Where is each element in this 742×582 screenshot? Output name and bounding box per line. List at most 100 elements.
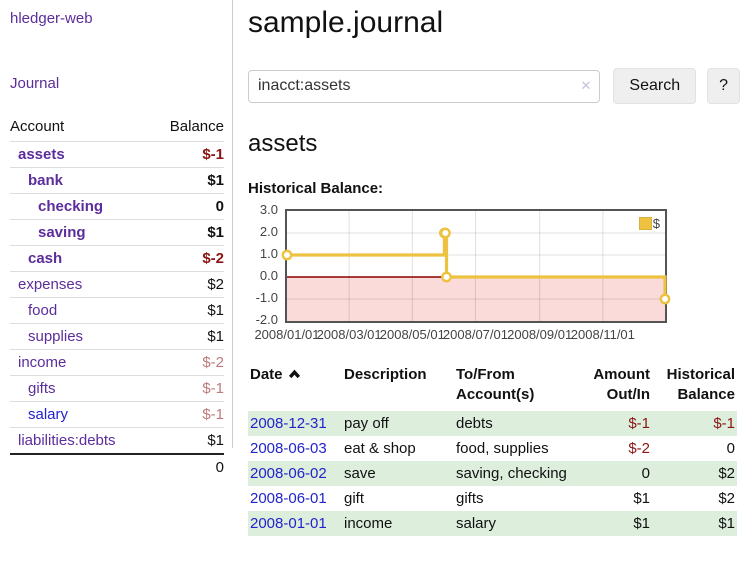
accounts-header-balance: Balance <box>169 118 224 135</box>
sidebar-account-row: gifts $-1 <box>10 375 224 402</box>
sidebar-account-link[interactable]: gifts <box>28 380 56 397</box>
transaction-description: pay off <box>344 411 456 436</box>
table-row: 2008-06-03 eat & shop food, supplies $-2 0 <box>248 436 737 461</box>
transaction-amount: $1 <box>633 490 650 507</box>
transaction-balance: $1 <box>652 511 737 536</box>
table-row: 2008-01-01 income salary $1 $1 <box>248 511 737 536</box>
sidebar-account-row: cash $-2 <box>10 245 224 272</box>
transaction-date-link[interactable]: 2008-01-01 <box>250 515 327 532</box>
table-row: 2008-06-02 save saving, checking 0 $2 <box>248 461 737 486</box>
transaction-description: save <box>344 461 456 486</box>
register-header-date[interactable]: Date <box>248 363 344 411</box>
account-balance: 0 <box>151 193 224 220</box>
table-row: 2008-12-31 pay off debts $-1 $-1 <box>248 411 737 436</box>
sidebar-account-row: assets $-1 <box>10 141 224 168</box>
x-tick-label: 2008/03/01 <box>316 327 382 342</box>
account-balance: $1 <box>151 427 224 454</box>
register-header-balance: Historical Balance <box>666 366 735 403</box>
transaction-balance: 0 <box>726 440 735 457</box>
x-tick-label: 2008/07/01 <box>442 327 508 342</box>
table-row: 2008-06-01 gift gifts $1 $2 <box>248 486 737 511</box>
account-balance: $-2 <box>151 245 224 272</box>
sidebar-account-link[interactable]: expenses <box>18 276 83 293</box>
transaction-amount: $-2 <box>628 440 650 457</box>
transaction-date-link[interactable]: 2008-06-02 <box>250 465 327 482</box>
register-body: 2008-12-31 pay off debts $-1 $-1 2008-06-03 ea… <box>248 411 737 536</box>
search-input[interactable] <box>248 69 601 103</box>
sidebar-account-link[interactable]: food <box>28 302 58 319</box>
x-tick-label: 2008/05/01 <box>379 327 445 342</box>
sort-asc-icon <box>288 365 301 385</box>
sidebar-account-row: supplies $1 <box>10 323 224 350</box>
account-balance: $-1 <box>151 141 224 168</box>
transaction-amount: $1 <box>574 511 652 536</box>
sidebar-account-row: liabilities:debts $1 <box>10 427 224 454</box>
y-tick-label: 0.0 <box>259 268 278 283</box>
account-balance: $1 <box>151 323 224 350</box>
nav-journal-link[interactable]: Journal <box>10 75 60 92</box>
y-tick-label: 1.0 <box>259 246 278 261</box>
y-tick-label: -2.0 <box>255 312 278 327</box>
sidebar-account-row: salary $-1 <box>10 401 224 428</box>
account-balance: $-1 <box>151 375 224 402</box>
sidebar-account-row: checking 0 <box>10 193 224 220</box>
sidebar-accounts-body: assets $-1 bank $1 checking 0 saving $1 cash $-2 e… <box>10 141 224 454</box>
accounts-table: Account Balance assets $-1 bank $1 checking 0… <box>10 115 224 480</box>
accounts-header-account: Account <box>10 118 65 135</box>
sidebar-account-row: income $-2 <box>10 349 224 376</box>
balance-chart: 3.0 2.0 1.0 0.0 -1.0 -2.0 $ 2008/01/01 2008/03… <box>248 202 671 342</box>
transaction-description: eat & shop <box>344 440 416 457</box>
sidebar-account-link[interactable]: bank <box>28 172 64 189</box>
sidebar-account-link[interactable]: saving <box>38 224 86 241</box>
register-header-accounts: To/From Account(s) <box>456 366 535 403</box>
sidebar-account-row: expenses $2 <box>10 271 224 298</box>
chart-canvas <box>281 211 671 321</box>
register-table: Date Description To/From Account(s) Amou… <box>248 363 737 536</box>
clear-search-icon[interactable]: ✕ <box>580 77 592 93</box>
transaction-accounts: food, supplies <box>456 440 549 457</box>
account-balance: $1 <box>151 219 224 246</box>
account-balance: $-1 <box>151 401 224 428</box>
sidebar-account-row: bank $1 <box>10 167 224 194</box>
search-button[interactable]: Search <box>613 68 697 104</box>
accounts-total-row: 0 <box>10 453 224 480</box>
account-balance: $2 <box>151 271 224 298</box>
search-form: ✕ Search ? <box>248 68 740 104</box>
legend-swatch <box>638 217 652 230</box>
transaction-accounts: salary <box>456 511 574 536</box>
sidebar-account-link[interactable]: supplies <box>28 328 84 345</box>
sidebar-account-row: food $1 <box>10 297 224 324</box>
chart-heading: Historical Balance: <box>248 180 384 197</box>
x-tick-label: 2008/09/01 <box>507 327 573 342</box>
transaction-balance: $2 <box>652 461 737 486</box>
sidebar-account-link[interactable]: salary <box>28 406 69 423</box>
account-balance: $1 <box>151 167 224 194</box>
transaction-date-link[interactable]: 2008-12-31 <box>250 415 327 432</box>
transaction-date-link[interactable]: 2008-06-03 <box>250 440 327 457</box>
accounts-total-value: 0 <box>151 453 224 480</box>
account-balance: $-2 <box>151 349 224 376</box>
y-tick-label: 2.0 <box>259 224 278 239</box>
brand-link[interactable]: hledger-web <box>10 10 93 27</box>
chart-legend: $ <box>638 216 660 231</box>
sidebar-account-link[interactable]: cash <box>28 250 63 267</box>
transaction-amount: 0 <box>574 461 652 486</box>
transaction-description: income <box>344 511 456 536</box>
page-title: sample.journal <box>248 6 444 39</box>
account-balance: $1 <box>151 297 224 324</box>
help-button[interactable]: ? <box>707 68 740 104</box>
x-tick-label: 2008/11/01 <box>570 327 635 342</box>
y-tick-label: -1.0 <box>255 290 278 305</box>
sidebar-account-link[interactable]: checking <box>38 198 104 215</box>
sidebar-account-link[interactable]: income <box>18 354 67 371</box>
transaction-description: gift <box>344 490 365 507</box>
transaction-balance: $-1 <box>652 411 737 436</box>
transaction-accounts: debts <box>456 411 574 436</box>
sidebar-account-link[interactable]: liabilities:debts <box>18 432 116 449</box>
chart-plot: $ <box>281 209 671 323</box>
transaction-date-link[interactable]: 2008-06-01 <box>250 490 327 507</box>
transaction-accounts: gifts <box>456 490 484 507</box>
register-header-amount: Amount Out/In <box>593 366 650 403</box>
sidebar-account-link[interactable]: assets <box>18 146 65 163</box>
legend-label: $ <box>652 216 660 231</box>
